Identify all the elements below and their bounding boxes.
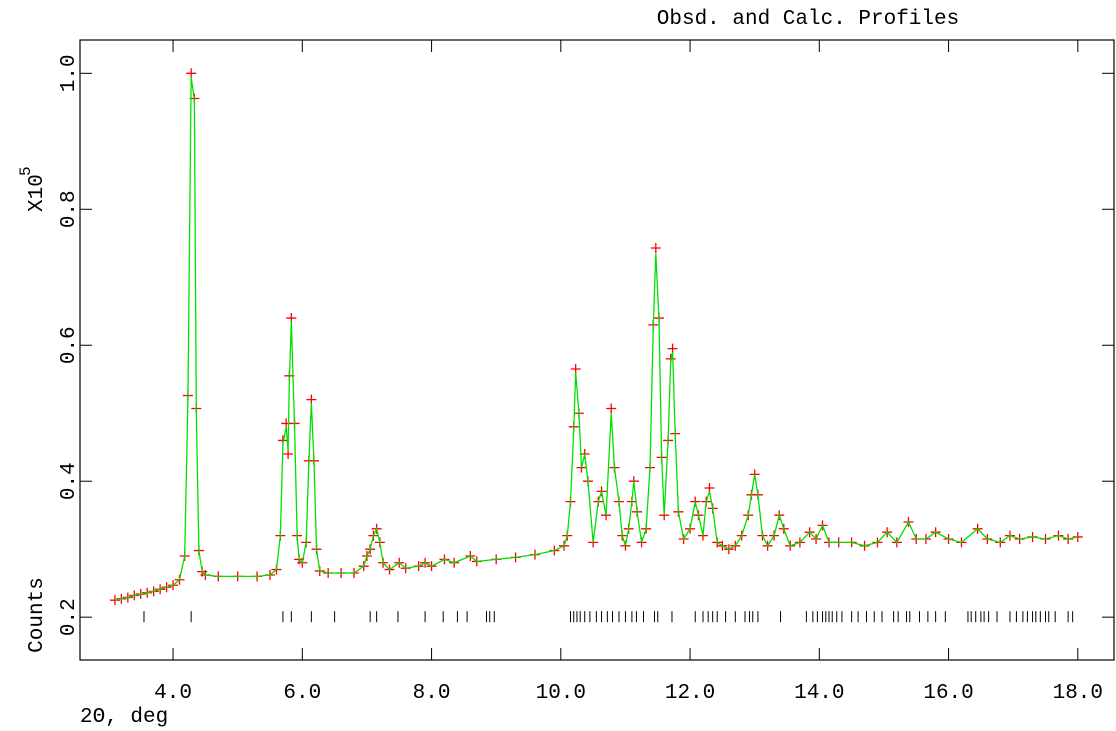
obs-point xyxy=(283,449,294,460)
obs-point xyxy=(570,364,581,375)
calc-line xyxy=(114,76,1078,601)
x-axis-label: 2Θ, deg xyxy=(80,706,168,729)
x-tick-label: 18.0 xyxy=(1053,682,1103,705)
y-tick-label: 0.8 xyxy=(58,190,81,228)
x-tick-label: 14.0 xyxy=(794,682,844,705)
y-tick-label: 0.2 xyxy=(58,598,81,636)
obs-point xyxy=(650,243,661,254)
y-exponent: 5 xyxy=(17,166,35,176)
x-tick-label: 10.0 xyxy=(536,682,586,705)
x-tick-label: 12.0 xyxy=(665,682,715,705)
y-tick-label: 1.0 xyxy=(58,54,81,92)
y-tick-label: 0.6 xyxy=(58,326,81,364)
chart-title: Obsd. and Calc. Profiles xyxy=(657,8,959,31)
obs-point xyxy=(306,394,317,405)
obs-point xyxy=(286,313,297,324)
x-tick-label: 8.0 xyxy=(413,682,451,705)
obs-point xyxy=(186,68,197,79)
y-axis-label: Counts xyxy=(26,577,49,653)
obs-point xyxy=(606,403,617,414)
plot-frame xyxy=(79,39,1115,661)
obs-point xyxy=(109,595,120,606)
x-tick-label: 16.0 xyxy=(923,682,973,705)
y-tick-label: 0.4 xyxy=(58,462,81,500)
y-multiplier: X10 xyxy=(26,174,49,212)
x-tick-label: 6.0 xyxy=(283,682,321,705)
x-tick-label: 4.0 xyxy=(154,682,192,705)
